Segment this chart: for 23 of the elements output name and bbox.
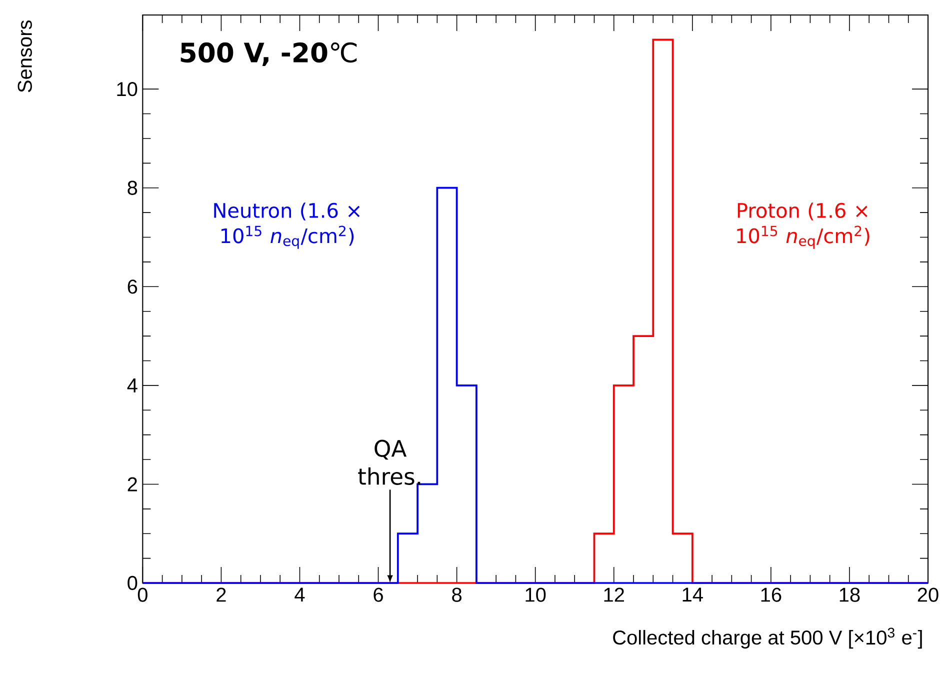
- text: Proton (1.6 × 10$^{15}$ n$_{eq}$/cm$^{2}$): [737, 202, 870, 249]
- x-tick-label: 6: [374, 588, 383, 602]
- annotation: 500 V, -20℃: [180, 42, 357, 66]
- x-tick-label: 0: [138, 588, 148, 602]
- y-tick-label: 8: [128, 180, 138, 195]
- y-tick-label: 0: [128, 576, 138, 590]
- x-tick-label: 16: [761, 588, 782, 602]
- x-tick-label: 18: [840, 588, 860, 602]
- y-axis-title: Sensors: [18, 20, 32, 92]
- text: Neutron (1.6 × 10$^{15}$ n$_{eq}$/cm$^{2}$): [214, 202, 360, 249]
- y-tick-label: 2: [128, 477, 137, 492]
- x-tick-label: 2: [216, 588, 226, 602]
- x-tick-label: 14: [682, 588, 703, 602]
- x-axis-title: Collected charge at 500 V [×10$^{3}$ e$^{-}$]: [613, 628, 922, 649]
- y-tick-label: 4: [127, 378, 138, 392]
- x-tick-label: 4: [294, 588, 305, 602]
- annotation: QA thres.: [358, 440, 420, 485]
- x-tick-label: 12: [604, 588, 624, 602]
- y-tick-label: 10: [117, 82, 138, 96]
- x-tick-label: 8: [452, 588, 462, 602]
- y-tick-label: 6: [128, 280, 138, 294]
- x-tick-label: 10: [526, 588, 546, 602]
- x-tick-label: 20: [918, 588, 938, 602]
